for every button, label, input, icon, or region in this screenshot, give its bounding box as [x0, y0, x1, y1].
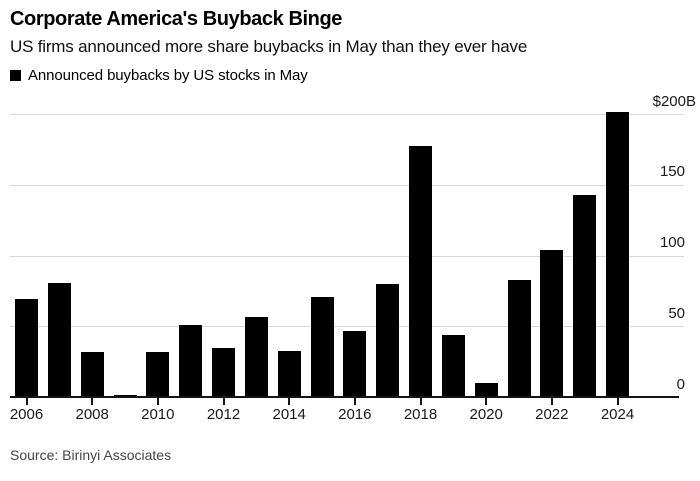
xtick — [419, 398, 422, 405]
gridline — [10, 184, 684, 186]
xtick-label: 2016 — [338, 406, 372, 423]
xtick — [353, 398, 356, 405]
xtick — [156, 398, 159, 405]
xtick — [25, 398, 28, 405]
bar — [212, 348, 235, 398]
xtick — [616, 398, 619, 405]
bar — [376, 284, 400, 398]
xtick — [222, 398, 225, 405]
xtick-label: 2020 — [469, 406, 503, 423]
bar — [474, 383, 498, 398]
bar — [441, 335, 465, 398]
bar — [15, 298, 38, 398]
xtick-label: 2012 — [206, 406, 241, 423]
gridline — [10, 326, 684, 328]
xtick-label: 2010 — [141, 406, 175, 423]
gridline — [10, 255, 684, 257]
x-axis-line — [10, 396, 679, 398]
bar — [277, 350, 301, 398]
gridline — [10, 114, 684, 116]
bar — [507, 280, 531, 398]
xtick-label: 2006 — [9, 406, 44, 423]
bar — [80, 352, 104, 398]
bar — [409, 145, 432, 398]
bar — [310, 297, 334, 398]
xtick-label: 2008 — [75, 406, 109, 423]
ytick-label: 100 — [659, 234, 685, 252]
xtick-label: 2024 — [600, 406, 635, 423]
ytick-label: 50 — [668, 304, 685, 322]
xtick — [288, 398, 291, 405]
source-attribution: Source: Birinyi Associates — [10, 447, 172, 463]
xtick-label: 2014 — [272, 406, 306, 423]
bar — [606, 111, 629, 398]
bar — [179, 325, 203, 398]
bar — [244, 316, 268, 398]
legend-square-icon — [10, 70, 21, 81]
legend-label: Announced buybacks by US stocks in May — [28, 67, 308, 84]
xtick — [91, 398, 94, 405]
legend: Announced buybacks by US stocks in May — [10, 67, 308, 84]
ytick-label: 0 — [676, 375, 685, 393]
xtick-label: 2022 — [535, 406, 569, 423]
chart-subtitle: US firms announced more share buybacks i… — [10, 37, 528, 56]
ytick-label: 150 — [659, 163, 685, 181]
bar — [540, 250, 564, 398]
bar — [573, 195, 597, 398]
xtick-label: 2018 — [403, 406, 438, 423]
ytick-label: $200B — [652, 92, 696, 110]
bar — [146, 352, 170, 398]
bar — [47, 282, 71, 398]
bar — [343, 331, 367, 398]
xtick — [485, 398, 488, 405]
chart-title: Corporate America's Buyback Binge — [10, 8, 343, 30]
xtick — [550, 398, 553, 405]
